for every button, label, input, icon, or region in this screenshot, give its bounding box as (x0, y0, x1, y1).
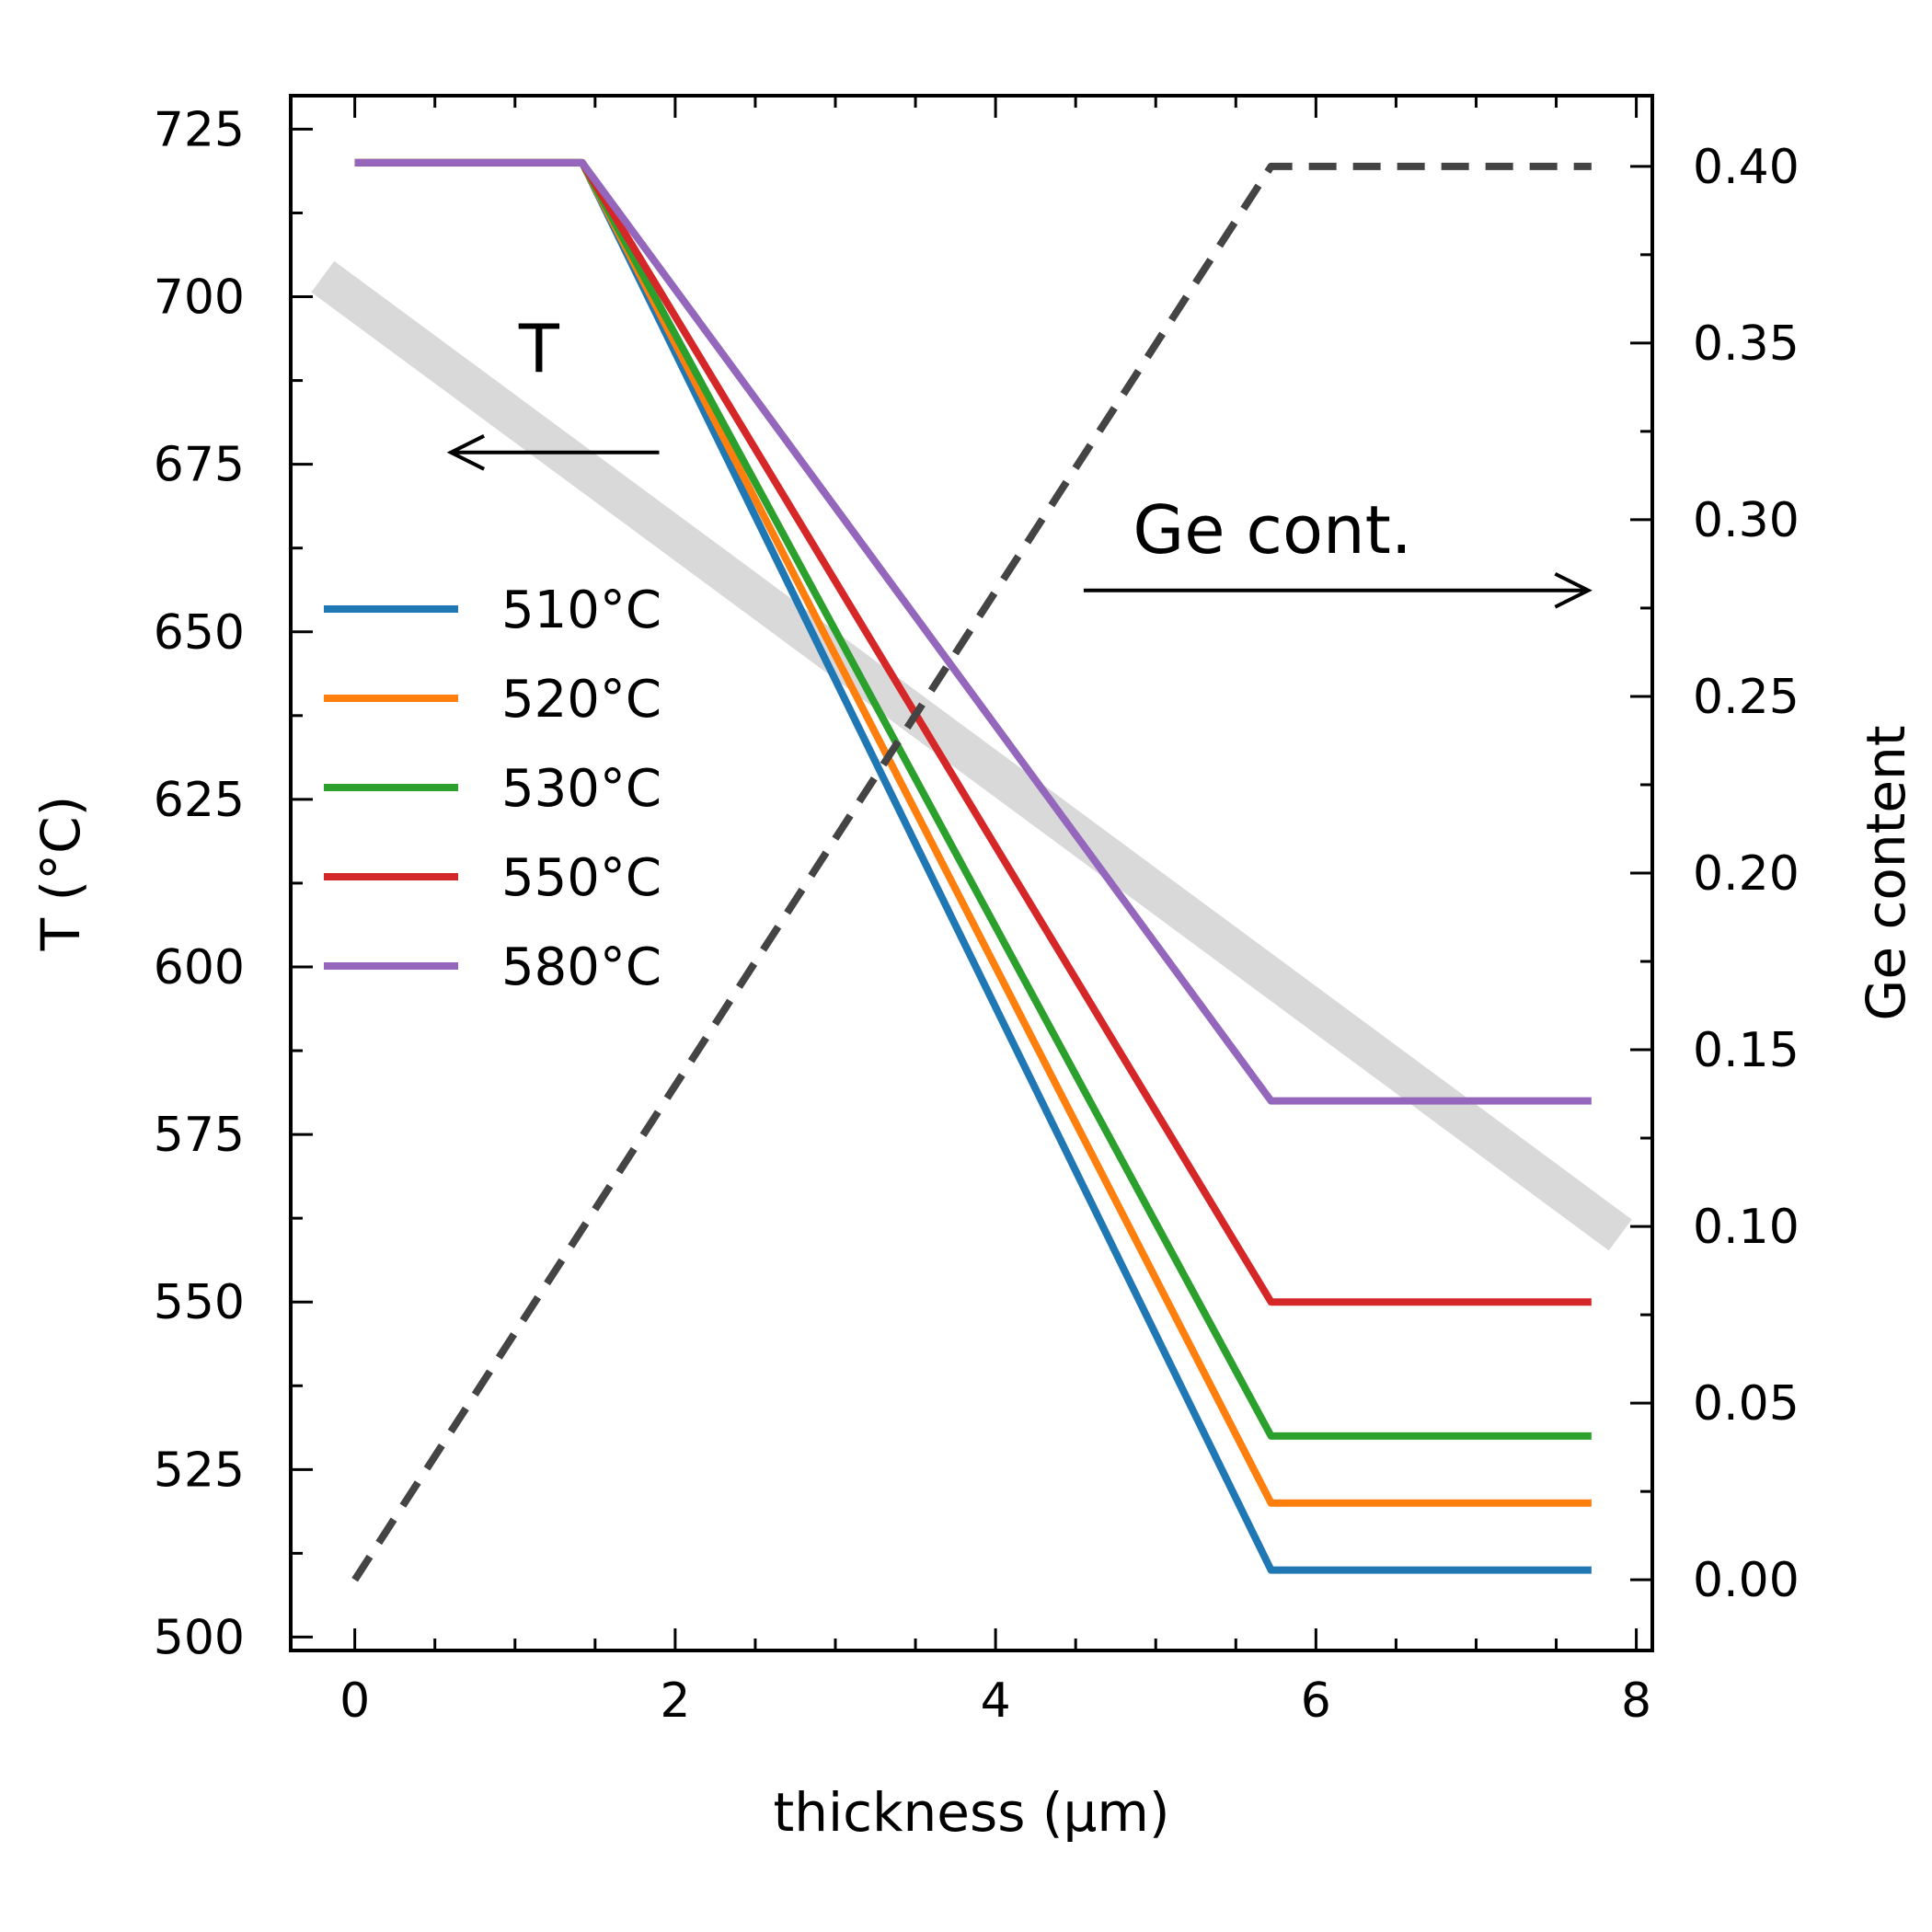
y2-axis-label: Ge content (1855, 725, 1917, 1020)
y-tick-label: 675 (154, 438, 245, 493)
legend-label: 510°C (501, 581, 661, 640)
x-tick-label: 0 (339, 1673, 370, 1729)
series-line-580 (354, 158, 1592, 1105)
y2-tick-label: 0.40 (1693, 140, 1800, 195)
y-tick-label: 700 (154, 270, 245, 326)
legend-label: 550°C (501, 848, 661, 908)
y-tick-label: 725 (154, 102, 245, 157)
y2-tick-label: 0.35 (1693, 316, 1800, 372)
y2-tick-label: 0.30 (1693, 493, 1800, 548)
y2-tick-label: 0.10 (1693, 1200, 1800, 1255)
y-tick-label: 525 (154, 1443, 245, 1498)
y2-tick-label: 0.00 (1693, 1553, 1800, 1608)
annotation-t: T (518, 310, 560, 387)
y-tick-label: 550 (154, 1275, 245, 1330)
legend-label: 520°C (501, 670, 661, 730)
y2-tick-label: 0.25 (1693, 670, 1800, 725)
x-axis-label: thickness (μm) (773, 1781, 1169, 1844)
y2-tick-label: 0.05 (1693, 1376, 1800, 1432)
y2-tick-label: 0.20 (1693, 846, 1800, 902)
ge-content-line (351, 162, 1592, 1582)
x-tick-label: 8 (1621, 1673, 1651, 1729)
annotation-ge-arrow-head (1554, 571, 1593, 609)
y2-tick-label: 0.15 (1693, 1023, 1800, 1078)
y-axis-label: T (°C) (29, 796, 92, 952)
y-tick-label: 650 (154, 605, 245, 661)
annotation-t-arrow-head (446, 434, 486, 471)
y-tick-label: 600 (154, 940, 245, 995)
y-tick-label: 500 (154, 1610, 245, 1665)
annotation-ge: Ge cont. (1133, 491, 1411, 569)
x-tick-label: 6 (1301, 1673, 1331, 1729)
x-tick-label: 2 (660, 1673, 690, 1729)
y-tick-label: 575 (154, 1108, 245, 1163)
y-tick-label: 625 (154, 773, 245, 828)
plot-frame (289, 94, 1654, 1652)
legend-label: 580°C (501, 937, 661, 997)
legend-label: 530°C (501, 759, 661, 819)
x-tick-label: 4 (981, 1673, 1011, 1729)
trend-band (311, 260, 1632, 1251)
